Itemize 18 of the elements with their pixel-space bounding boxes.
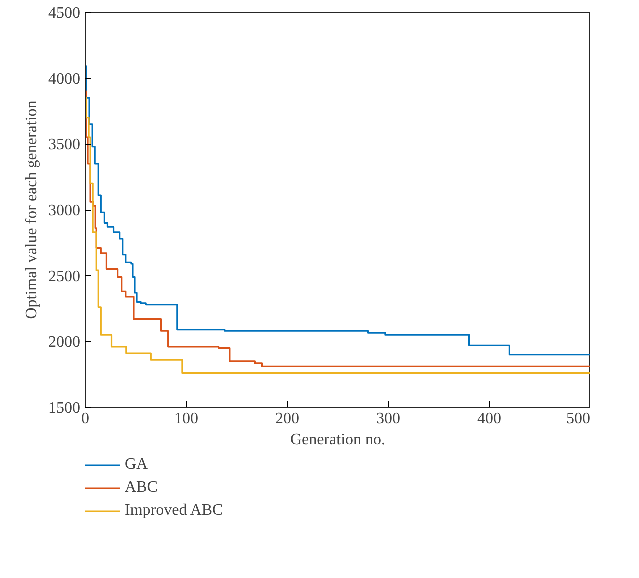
y-tick-label: 4500: [48, 5, 80, 22]
x-tick-label: 200: [276, 410, 300, 428]
x-axis-title: Generation no.: [290, 432, 386, 448]
x-tick-label: 100: [174, 410, 198, 428]
y-tick-label: 3000: [48, 202, 80, 220]
y-tick-label: 1500: [48, 400, 80, 417]
x-tick-label: 400: [478, 410, 502, 428]
legend-label: GA: [125, 456, 148, 474]
x-tick-label: 500: [566, 410, 590, 428]
y-axis-title: Optimal value for each generation: [24, 100, 40, 320]
legend-label: ABC: [125, 479, 158, 497]
y-tick-label: 2000: [48, 334, 80, 352]
legend-label: Improved ABC: [125, 502, 224, 520]
y-tick-label: 3500: [48, 136, 80, 154]
y-tick-label: 2500: [48, 268, 80, 286]
x-tick-label: 300: [376, 410, 400, 428]
x-tick-label: 0: [82, 410, 90, 428]
y-tick-label: 4000: [48, 70, 80, 88]
